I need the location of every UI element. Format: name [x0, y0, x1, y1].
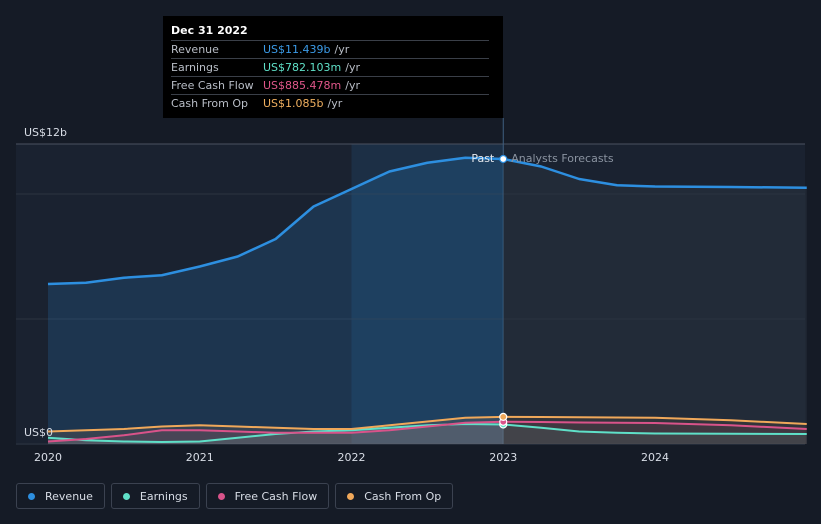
series-areas [48, 157, 807, 444]
revenue-dot-icon [28, 492, 35, 500]
x-tick-label: 2024 [641, 451, 669, 464]
x-tick-label: 2021 [186, 451, 214, 464]
legend: Revenue Earnings Free Cash Flow Cash Fro… [16, 483, 454, 509]
tooltip-value: US$782.103m [263, 61, 342, 74]
free-cash-flow-dot-icon [217, 492, 225, 500]
tooltip-value: US$11.439b [263, 43, 331, 56]
tooltip-value: US$1.085b [263, 97, 324, 110]
earnings-line [47, 423, 807, 443]
tooltip-row-free-cash-flow: Free Cash Flow US$885.478m /yr [171, 76, 489, 94]
series-markers [499, 154, 508, 429]
legend-label: Cash From Op [364, 489, 442, 503]
cash-from-op-forecast-area [503, 416, 807, 444]
revenue-marker [499, 154, 508, 164]
y-axis-top-label: US$12b [24, 126, 67, 139]
tooltip: Dec 31 2022 Revenue US$11.439b /yr Earni… [163, 16, 503, 118]
y-axis-bottom-label: US$0 [24, 426, 53, 439]
x-axis-ticks: 2020 2021 2022 2023 2024 [34, 451, 669, 464]
tooltip-value: US$885.478m [263, 79, 342, 92]
tooltip-date: Dec 31 2022 [171, 24, 248, 37]
tooltip-label: Revenue [171, 43, 219, 56]
tooltip-unit: /yr [327, 97, 343, 110]
free-cash-flow-line [47, 420, 807, 443]
tooltip-unit: /yr [334, 43, 350, 56]
legend-label: Free Cash Flow [234, 489, 318, 503]
tooltip-unit: /yr [345, 61, 360, 74]
tooltip-label: Free Cash Flow [171, 79, 254, 92]
cash-from-op-marker [499, 412, 508, 421]
tooltip-label: Earnings [171, 61, 219, 74]
revenue-past-area [48, 157, 504, 444]
tooltip-row-revenue: Revenue US$11.439b /yr [171, 40, 489, 58]
earnings-dot-icon [122, 492, 130, 500]
x-tick-label: 2022 [338, 451, 366, 464]
tooltip-row-cash-from-op: Cash From Op US$1.085b /yr [171, 94, 489, 112]
tooltip-label: Cash From Op [171, 97, 249, 110]
cash-from-op-line [47, 415, 807, 433]
revenue-line [47, 156, 807, 286]
x-tick-label: 2023 [489, 451, 517, 464]
legend-item-cash-from-op[interactable]: Cash From Op [335, 483, 454, 509]
x-tick-label: 2020 [34, 451, 62, 464]
tooltip-unit: /yr [345, 79, 360, 92]
forecast-label: Analysts Forecasts [511, 152, 614, 165]
legend-item-revenue[interactable]: Revenue [16, 483, 105, 509]
past-label: Past [471, 152, 495, 165]
revenue-forecast-area [503, 159, 807, 444]
series-lines [47, 156, 807, 443]
legend-label: Earnings [139, 489, 188, 503]
tooltip-row-earnings: Earnings US$782.103m /yr [171, 58, 489, 76]
legend-label: Revenue [45, 489, 93, 503]
cash-from-op-dot-icon [347, 492, 355, 500]
cash-from-op-past-area [48, 416, 504, 444]
legend-item-earnings[interactable]: Earnings [110, 483, 200, 509]
legend-item-free-cash-flow[interactable]: Free Cash Flow [205, 483, 330, 509]
